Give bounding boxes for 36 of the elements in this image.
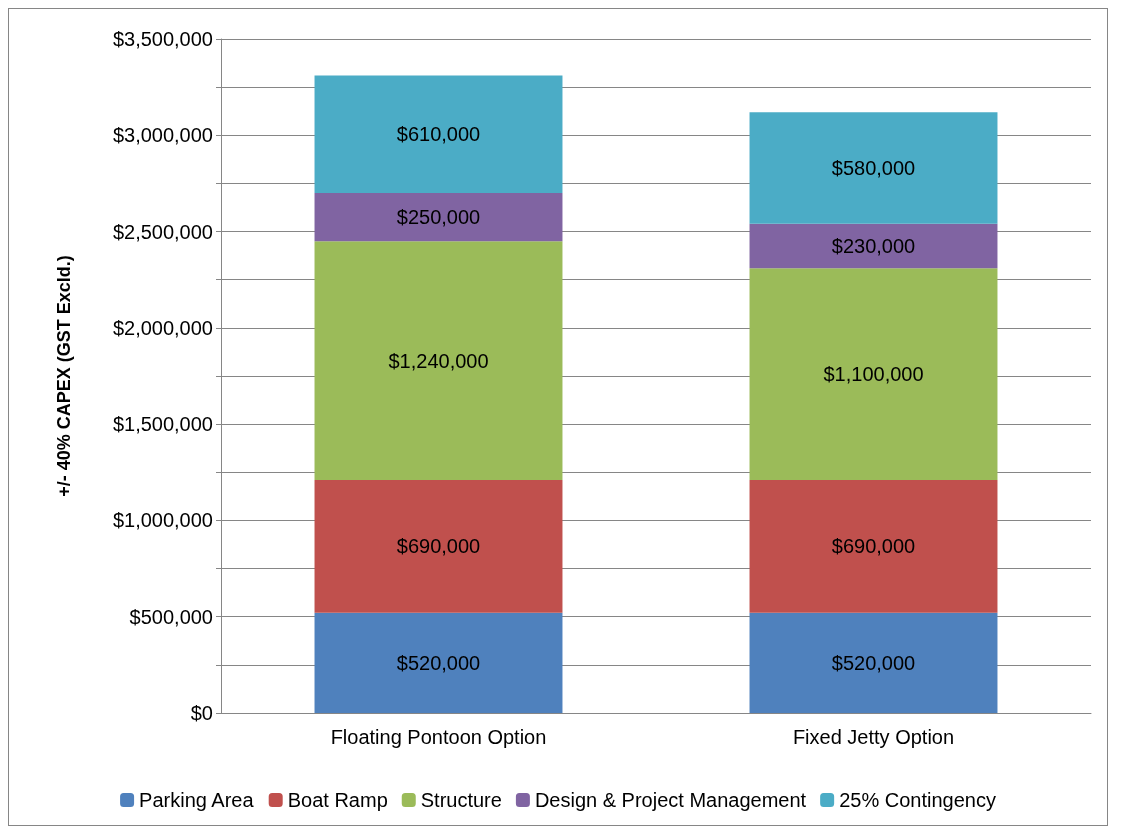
data-label: $520,000 xyxy=(831,651,916,674)
y-tick-label: $500,000 xyxy=(129,605,213,628)
legend-label: Boat Ramp xyxy=(287,789,388,811)
legend-label: Parking Area xyxy=(139,789,255,811)
bar xyxy=(314,612,563,713)
x-tick-label: Floating Pontoon Option xyxy=(330,726,547,748)
data-label: $610,000 xyxy=(396,123,481,146)
data-label: $250,000 xyxy=(396,206,481,229)
data-label: $580,000 xyxy=(831,157,916,180)
data-label: $1,100,000 xyxy=(823,363,924,386)
y-tick-label: $1,500,000 xyxy=(112,413,213,436)
y-tick-label: $0 xyxy=(190,702,213,724)
bar xyxy=(749,268,998,480)
x-tick-label: Fixed Jetty Option xyxy=(792,726,955,748)
bar xyxy=(314,479,563,613)
y-axis-title: +/- 40% CAPEX (GST Excld.) xyxy=(54,255,74,497)
y-tick-label: $2,000,000 xyxy=(112,316,213,339)
data-label: $230,000 xyxy=(831,235,916,258)
bar xyxy=(749,479,998,613)
bar xyxy=(314,75,563,194)
bar xyxy=(314,241,563,480)
legend-label: 25% Contingency xyxy=(839,789,996,811)
y-tick-label: $1,000,000 xyxy=(112,509,213,532)
y-tick-label: $2,500,000 xyxy=(112,220,213,243)
bar xyxy=(749,112,998,224)
data-label: $520,000 xyxy=(396,651,481,674)
y-tick-label: $3,000,000 xyxy=(112,124,213,147)
data-label: $690,000 xyxy=(396,535,481,558)
legend-label: Design & Project Management xyxy=(534,789,807,811)
data-label: $1,240,000 xyxy=(388,349,489,372)
bar xyxy=(314,193,563,242)
y-tick-label: $3,500,000 xyxy=(112,28,213,50)
bar xyxy=(749,223,998,269)
legend-label: Structure xyxy=(420,789,502,811)
bar xyxy=(749,612,998,713)
data-label: $690,000 xyxy=(831,535,916,558)
